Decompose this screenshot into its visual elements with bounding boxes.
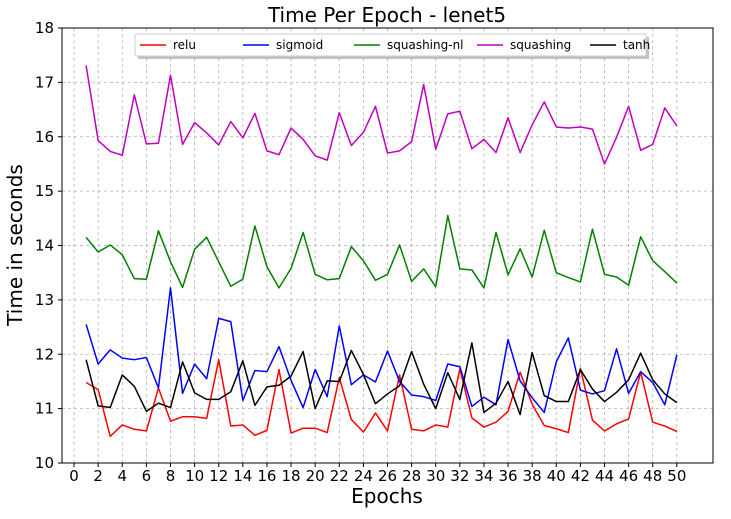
legend-label-sigmoid: sigmoid <box>276 38 323 52</box>
series-line-sigmoid <box>85 287 678 414</box>
y-tick-label: 16 <box>35 128 54 146</box>
x-tick-label: 20 <box>306 467 325 485</box>
x-tick-label: 32 <box>450 467 469 485</box>
legend-label-tanh: tanh <box>623 38 650 52</box>
x-tick-label: 14 <box>233 467 252 485</box>
x-tick-label: 6 <box>142 467 152 485</box>
legend: relu sigmoid squashing-nl squashing tanh <box>134 33 650 59</box>
x-tick-label: 48 <box>643 467 662 485</box>
y-tick-label: 10 <box>35 454 54 472</box>
y-tick-label: 14 <box>35 237 54 255</box>
y-tick-label: 11 <box>35 400 54 418</box>
y-axis-label: Time in seconds <box>3 164 27 327</box>
x-tick-label: 28 <box>402 467 421 485</box>
series-line-tanh <box>85 342 678 416</box>
x-axis-label: Epochs <box>351 484 423 508</box>
x-tick-label: 26 <box>378 467 397 485</box>
chart-title: Time Per Epoch - lenet5 <box>267 3 506 27</box>
x-tick-label: 2 <box>93 467 103 485</box>
legend-items: relu sigmoid squashing-nl squashing tanh <box>140 38 650 52</box>
x-tick-label: 30 <box>426 467 445 485</box>
x-tick-label: 44 <box>595 467 614 485</box>
x-tick-label: 38 <box>523 467 542 485</box>
x-tick-label: 46 <box>619 467 638 485</box>
y-tick-label: 18 <box>35 19 54 37</box>
legend-label-squashing-nl: squashing-nl <box>387 38 464 52</box>
x-tick-label: 24 <box>354 467 373 485</box>
x-tick-label: 12 <box>209 467 228 485</box>
axis-ticks: 0 2 4 6 8 10 12 14 16 18 20 22 24 26 28 30 32 34 36 38 40 42 4… <box>35 19 686 485</box>
x-tick-label: 22 <box>330 467 349 485</box>
legend-label-squashing: squashing <box>510 38 571 52</box>
y-tick-label: 13 <box>35 291 54 309</box>
x-tick-label: 34 <box>474 467 493 485</box>
x-tick-label: 4 <box>118 467 128 485</box>
x-tick-label: 50 <box>667 467 686 485</box>
x-tick-label: 10 <box>185 467 204 485</box>
x-tick-label: 16 <box>257 467 276 485</box>
series-line-squashing <box>85 65 678 165</box>
y-tick-label: 17 <box>35 73 54 91</box>
series-lines <box>85 65 678 438</box>
x-tick-label: 36 <box>499 467 518 485</box>
legend-box <box>134 33 647 57</box>
x-tick-label: 0 <box>69 467 79 485</box>
x-tick-label: 8 <box>166 467 176 485</box>
x-tick-label: 18 <box>282 467 301 485</box>
y-tick-label: 15 <box>35 182 54 200</box>
x-tick-label: 42 <box>571 467 590 485</box>
y-tick-label: 12 <box>35 345 54 363</box>
legend-label-relu: relu <box>173 38 196 52</box>
series-line-squashing-nl <box>85 214 678 289</box>
x-tick-label: 40 <box>547 467 566 485</box>
